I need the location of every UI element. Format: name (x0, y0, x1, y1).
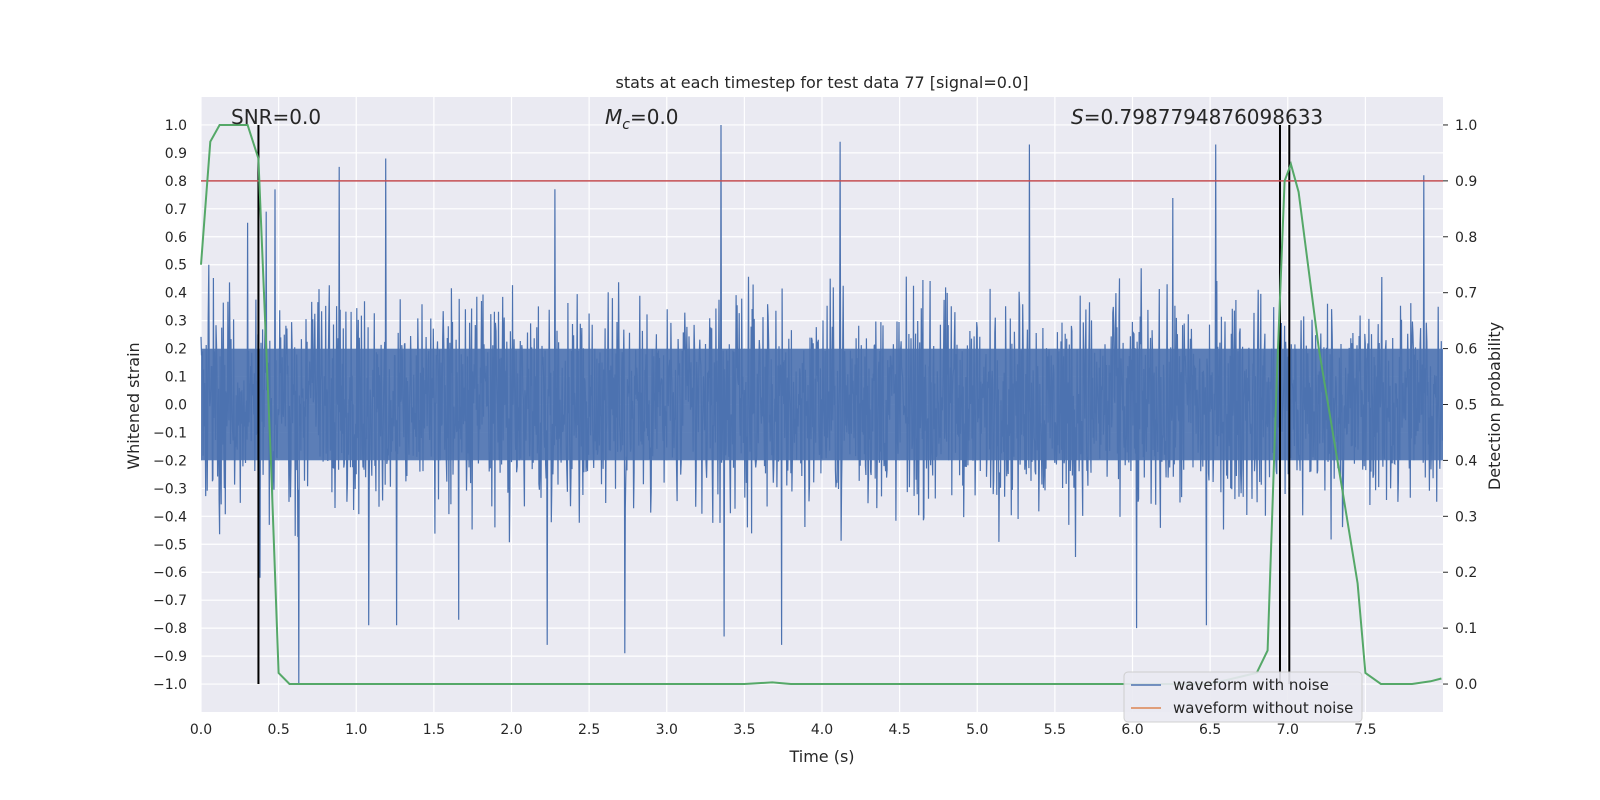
s-value: =0.7987794876098633 (1084, 105, 1323, 129)
y-ticks: 1.0 0.9 0.8 0.7 0.6 0.5 0.4 0.3 0.2 0.1 0.0 −0.1 −0.… (153, 118, 187, 693)
snr-annotation: SNR=0.0 (231, 105, 321, 129)
x-tick-label: 3.0 (656, 722, 678, 738)
y-tick-label: 0.7 (165, 202, 187, 218)
y-tick-label: −0.2 (153, 453, 187, 469)
x-tick-label: 2.0 (500, 722, 522, 738)
legend-label-noise: waveform with noise (1173, 676, 1329, 694)
y-tick-label: 0.5 (165, 258, 187, 274)
y-tick-label: 0.4 (165, 286, 187, 302)
x-tick-label: 0.0 (190, 722, 212, 738)
y-tick-label: −1.0 (153, 677, 187, 693)
legend: waveform with noise waveform without noi… (1123, 671, 1363, 723)
y-tick-label: 1.0 (165, 118, 187, 134)
x-tick-label: 3.5 (733, 722, 755, 738)
y2-tick-label: 0.6 (1455, 342, 1477, 358)
x-tick-label: 1.0 (345, 722, 367, 738)
probability-line (200, 124, 1442, 685)
mc-annotation: Mc=0.0 (605, 105, 679, 133)
y2-tick-label: 0.3 (1455, 509, 1477, 525)
y-tick-label: 0.8 (165, 174, 187, 190)
y2-tick-label: 0.2 (1455, 565, 1477, 581)
y2-tick-label: 0.4 (1455, 453, 1477, 469)
legend-box (1123, 671, 1363, 723)
x-tick-label: 4.0 (811, 722, 833, 738)
s-symbol: S (1071, 105, 1084, 129)
x-tick-label: 6.5 (1199, 722, 1221, 738)
x-tick-label: 7.0 (1277, 722, 1299, 738)
y2-tick-label: 0.5 (1455, 398, 1477, 414)
y2-tick-label: 0.8 (1455, 230, 1477, 246)
y-tick-label: −0.8 (153, 621, 187, 637)
y-tick-label: −0.9 (153, 649, 187, 665)
x-tick-label: 4.5 (888, 722, 910, 738)
y-tick-label: 0.1 (165, 370, 187, 386)
y-tick-label: −0.5 (153, 537, 187, 553)
vertical-markers (257, 124, 1291, 685)
y2-ticks: 1.0 0.9 0.8 0.7 0.6 0.5 0.4 0.3 0.2 0.1 0.0 (1443, 118, 1477, 693)
x-tick-label: 2.5 (578, 722, 600, 738)
y2-tick-label: 0.9 (1455, 174, 1477, 190)
chart-title: stats at each timestep for test data 77 … (616, 73, 1029, 92)
y-tick-label: −0.7 (153, 593, 187, 609)
x-tick-label: 5.0 (966, 722, 988, 738)
x-tick-label: 7.5 (1354, 722, 1376, 738)
y-tick-label: 0.2 (165, 342, 187, 358)
x-axis-label: Time (s) (788, 747, 854, 766)
mc-symbol: M (605, 105, 622, 129)
noise-series (200, 124, 1443, 685)
x-tick-label: 1.5 (423, 722, 445, 738)
y-tick-label: 0.9 (165, 146, 187, 162)
y2-tick-label: 1.0 (1455, 118, 1477, 134)
probability-series (200, 124, 1442, 685)
y-axis-label: Whitened strain (124, 342, 143, 469)
x-tick-label: 6.0 (1121, 722, 1143, 738)
y-tick-label: −0.4 (153, 509, 187, 525)
y2-axis-label: Detection probability (1485, 322, 1504, 490)
noise-core-band (201, 348, 1443, 461)
y2-tick-label: 0.7 (1455, 286, 1477, 302)
y-tick-label: 0.3 (165, 314, 187, 330)
x-tick-label: 5.5 (1044, 722, 1066, 738)
y-tick-label: 0.6 (165, 230, 187, 246)
y-tick-label: −0.1 (153, 425, 187, 441)
mc-subscript: c (622, 117, 630, 133)
x-ticks: 0.0 0.5 1.0 1.5 2.0 2.5 3.0 3.5 4.0 4.5 5.0 5.5 6.0 6… (190, 722, 1377, 738)
x-tick-label: 0.5 (267, 722, 289, 738)
legend-label-clean: waveform without noise (1173, 699, 1353, 717)
y-tick-label: 0.0 (165, 398, 187, 414)
mc-value: =0.0 (630, 105, 679, 129)
y-tick-label: −0.3 (153, 481, 187, 497)
y2-tick-label: 0.0 (1455, 677, 1477, 693)
y2-tick-label: 0.1 (1455, 621, 1477, 637)
y-tick-label: −0.6 (153, 565, 187, 581)
s-annotation: S=0.7987794876098633 (1071, 105, 1323, 129)
